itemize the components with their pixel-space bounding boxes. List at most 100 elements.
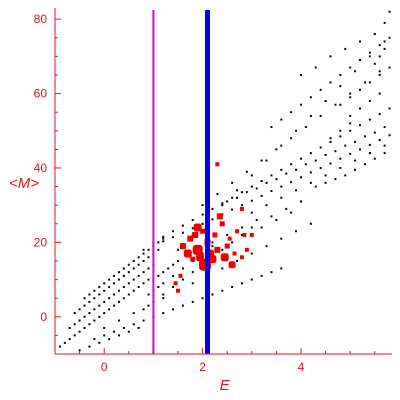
data-point	[167, 267, 170, 270]
data-point	[122, 274, 125, 277]
highlight-point	[232, 251, 237, 256]
data-point	[270, 271, 273, 274]
data-point	[142, 271, 145, 274]
data-point	[388, 134, 391, 137]
data-point	[250, 185, 253, 188]
data-point	[132, 267, 135, 270]
data-point	[368, 118, 371, 121]
data-point	[368, 152, 371, 155]
data-point	[290, 181, 293, 184]
data-point	[344, 144, 347, 147]
highlight-point	[212, 232, 218, 238]
data-point	[236, 189, 239, 192]
data-point	[290, 137, 293, 140]
data-point	[78, 349, 81, 352]
data-point	[93, 289, 96, 292]
data-point	[363, 135, 366, 138]
data-point	[162, 312, 165, 315]
data-point	[78, 308, 81, 311]
data-point	[260, 180, 263, 182]
data-point	[388, 107, 391, 110]
data-point	[295, 168, 298, 171]
data-point	[383, 152, 386, 155]
data-point	[191, 271, 194, 274]
data-point	[122, 286, 125, 289]
data-point	[142, 252, 145, 255]
data-point	[265, 204, 268, 207]
data-point	[157, 286, 160, 289]
data-point	[231, 196, 234, 199]
data-point	[329, 162, 332, 165]
data-point	[280, 196, 283, 199]
highlight-point	[178, 273, 183, 278]
data-point	[172, 274, 175, 277]
data-point	[240, 226, 243, 229]
data-point	[73, 312, 76, 315]
data-point	[240, 204, 243, 207]
data-point	[299, 176, 302, 179]
x-tick-label: 4	[298, 360, 305, 374]
data-point	[280, 118, 283, 121]
data-point	[172, 236, 175, 239]
data-point	[113, 304, 116, 307]
data-point	[359, 88, 362, 91]
data-point	[314, 185, 317, 188]
data-point	[290, 111, 293, 114]
data-point	[162, 293, 165, 296]
highlight-point	[190, 256, 196, 262]
data-point	[290, 163, 293, 166]
data-point	[354, 70, 357, 73]
data-point	[83, 304, 86, 307]
data-point	[359, 124, 362, 127]
data-point	[265, 181, 268, 184]
data-point	[216, 193, 219, 196]
data-point	[240, 282, 243, 285]
data-point	[334, 103, 337, 106]
highlight-point	[208, 255, 217, 264]
data-point	[250, 211, 253, 214]
data-point	[349, 122, 352, 125]
data-point	[113, 274, 116, 277]
x-tick-label: 0	[101, 360, 108, 374]
data-point	[368, 55, 371, 58]
highlight-point	[215, 162, 220, 167]
highlight-point	[214, 246, 221, 253]
highlight-point	[183, 249, 192, 258]
data-point	[108, 286, 111, 289]
data-point	[98, 341, 101, 344]
data-point	[368, 100, 371, 103]
data-point	[201, 297, 204, 300]
data-point	[211, 293, 214, 296]
highlight-point	[200, 228, 206, 234]
data-point	[373, 157, 376, 160]
data-point	[295, 189, 298, 192]
data-point	[122, 297, 125, 300]
data-point	[359, 40, 362, 43]
data-point	[63, 341, 66, 344]
data-point	[176, 248, 179, 251]
data-point	[304, 163, 307, 166]
data-point	[319, 146, 322, 149]
data-point	[270, 174, 273, 177]
data-point	[103, 326, 106, 329]
data-point	[191, 282, 194, 285]
data-point	[319, 166, 322, 169]
data-point	[93, 308, 96, 311]
data-point	[329, 55, 332, 58]
data-point	[221, 267, 224, 270]
data-point	[147, 256, 150, 259]
data-point	[147, 248, 150, 251]
data-point	[324, 181, 327, 184]
data-point	[147, 304, 150, 307]
data-point	[231, 208, 234, 211]
data-point	[270, 190, 273, 193]
y-tick-label: 0	[40, 310, 47, 324]
data-point	[260, 274, 263, 277]
data-point	[368, 51, 371, 54]
data-point	[226, 200, 229, 203]
data-point	[132, 259, 135, 262]
highlight-point	[192, 244, 203, 255]
data-point	[191, 227, 194, 230]
